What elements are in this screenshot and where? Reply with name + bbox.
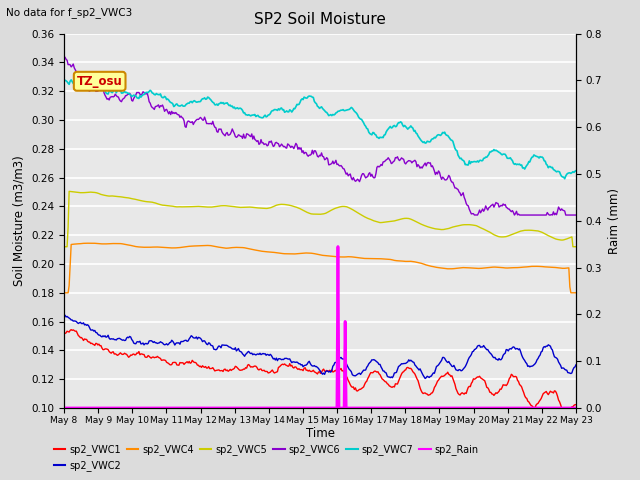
Legend: sp2_VWC1, sp2_VWC2, sp2_VWC4, sp2_VWC5, sp2_VWC6, sp2_VWC7, sp2_Rain: sp2_VWC1, sp2_VWC2, sp2_VWC4, sp2_VWC5, … (50, 441, 483, 475)
Text: No data for f_sp2_VWC3: No data for f_sp2_VWC3 (6, 7, 132, 18)
Text: SP2 Soil Moisture: SP2 Soil Moisture (254, 12, 386, 27)
Y-axis label: Raim (mm): Raim (mm) (608, 188, 621, 254)
Text: TZ_osu: TZ_osu (77, 75, 122, 88)
X-axis label: Time: Time (305, 427, 335, 441)
Y-axis label: Soil Moisture (m3/m3): Soil Moisture (m3/m3) (13, 156, 26, 286)
